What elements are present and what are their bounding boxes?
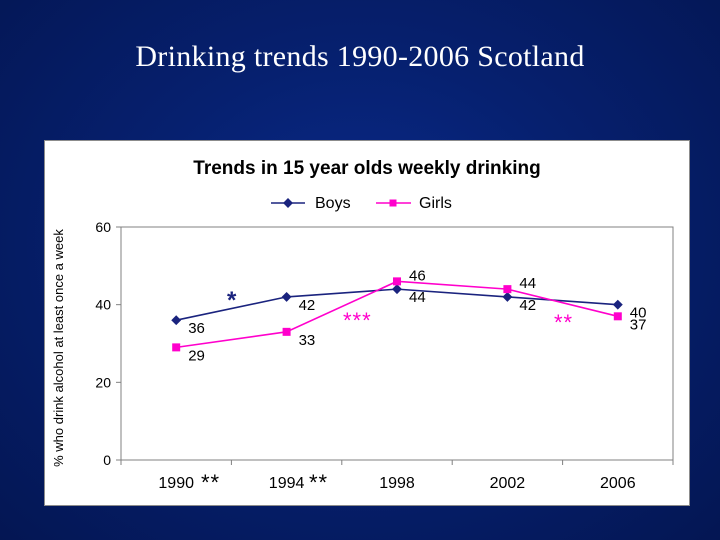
data-point-boys <box>281 291 292 302</box>
data-point-boys <box>171 315 182 326</box>
annotation-boys-star: * <box>227 287 237 314</box>
x-tick-label: 1990 <box>158 475 194 492</box>
data-label-boys: 36 <box>188 320 205 337</box>
annotation-1994-double-star: ** <box>309 470 328 495</box>
legend-boys-marker <box>283 198 293 208</box>
x-tick-label: 2006 <box>600 475 636 492</box>
x-tick-label: 1998 <box>379 475 415 492</box>
data-point-boys <box>612 299 623 310</box>
y-axis-ticks: 0 20 40 60 <box>95 219 121 468</box>
annotation-1990-double-star: ** <box>201 470 220 495</box>
chart-legend: Boys Girls <box>271 195 452 212</box>
chart-title: Trends in 15 year olds weekly drinking <box>193 158 540 179</box>
slide-title: Drinking trends 1990-2006 Scotland <box>135 40 585 73</box>
data-labels: 36 42 44 42 40 29 33 46 44 37 <box>188 267 646 364</box>
data-label-girls: 44 <box>519 275 536 292</box>
legend-girls-marker <box>389 199 397 207</box>
data-label-boys: 42 <box>519 297 536 314</box>
x-tick-label: 1994 <box>269 475 305 492</box>
y-axis-label: % who drink alcohol at least once a week <box>51 229 66 467</box>
data-label-boys: 40 <box>630 305 647 322</box>
y-tick-label: 20 <box>95 374 111 390</box>
data-point-girls <box>613 312 622 321</box>
data-label-girls: 33 <box>299 332 316 349</box>
legend-boys-label: Boys <box>315 195 351 212</box>
x-axis-ticks: 1990 1994 1998 2002 2006 <box>120 460 674 492</box>
data-label-boys: 42 <box>299 297 316 314</box>
data-point-girls <box>393 277 401 286</box>
x-tick-label: 2002 <box>490 475 526 492</box>
y-tick-label: 60 <box>95 219 111 235</box>
data-point-girls <box>172 343 181 352</box>
legend-girls-label: Girls <box>419 195 452 212</box>
annotation-girls-double-star: ** <box>554 310 573 335</box>
data-point-boys <box>502 291 513 302</box>
annotation-girls-triple-star: *** <box>343 308 372 333</box>
data-label-girls: 46 <box>409 267 426 284</box>
line-chart: Trends in 15 year olds weekly drinking B… <box>51 158 674 495</box>
y-tick-label: 0 <box>103 452 111 468</box>
plot-area <box>120 226 674 461</box>
y-tick-label: 40 <box>95 297 111 313</box>
data-label-girls: 29 <box>188 347 205 364</box>
data-label-boys: 44 <box>409 289 426 306</box>
data-point-boys <box>392 284 402 295</box>
data-point-girls <box>282 327 291 336</box>
data-label-girls: 37 <box>630 316 647 333</box>
chart-panel: Trends in 15 year olds weekly drinking B… <box>44 140 690 506</box>
data-point-girls <box>503 285 512 294</box>
